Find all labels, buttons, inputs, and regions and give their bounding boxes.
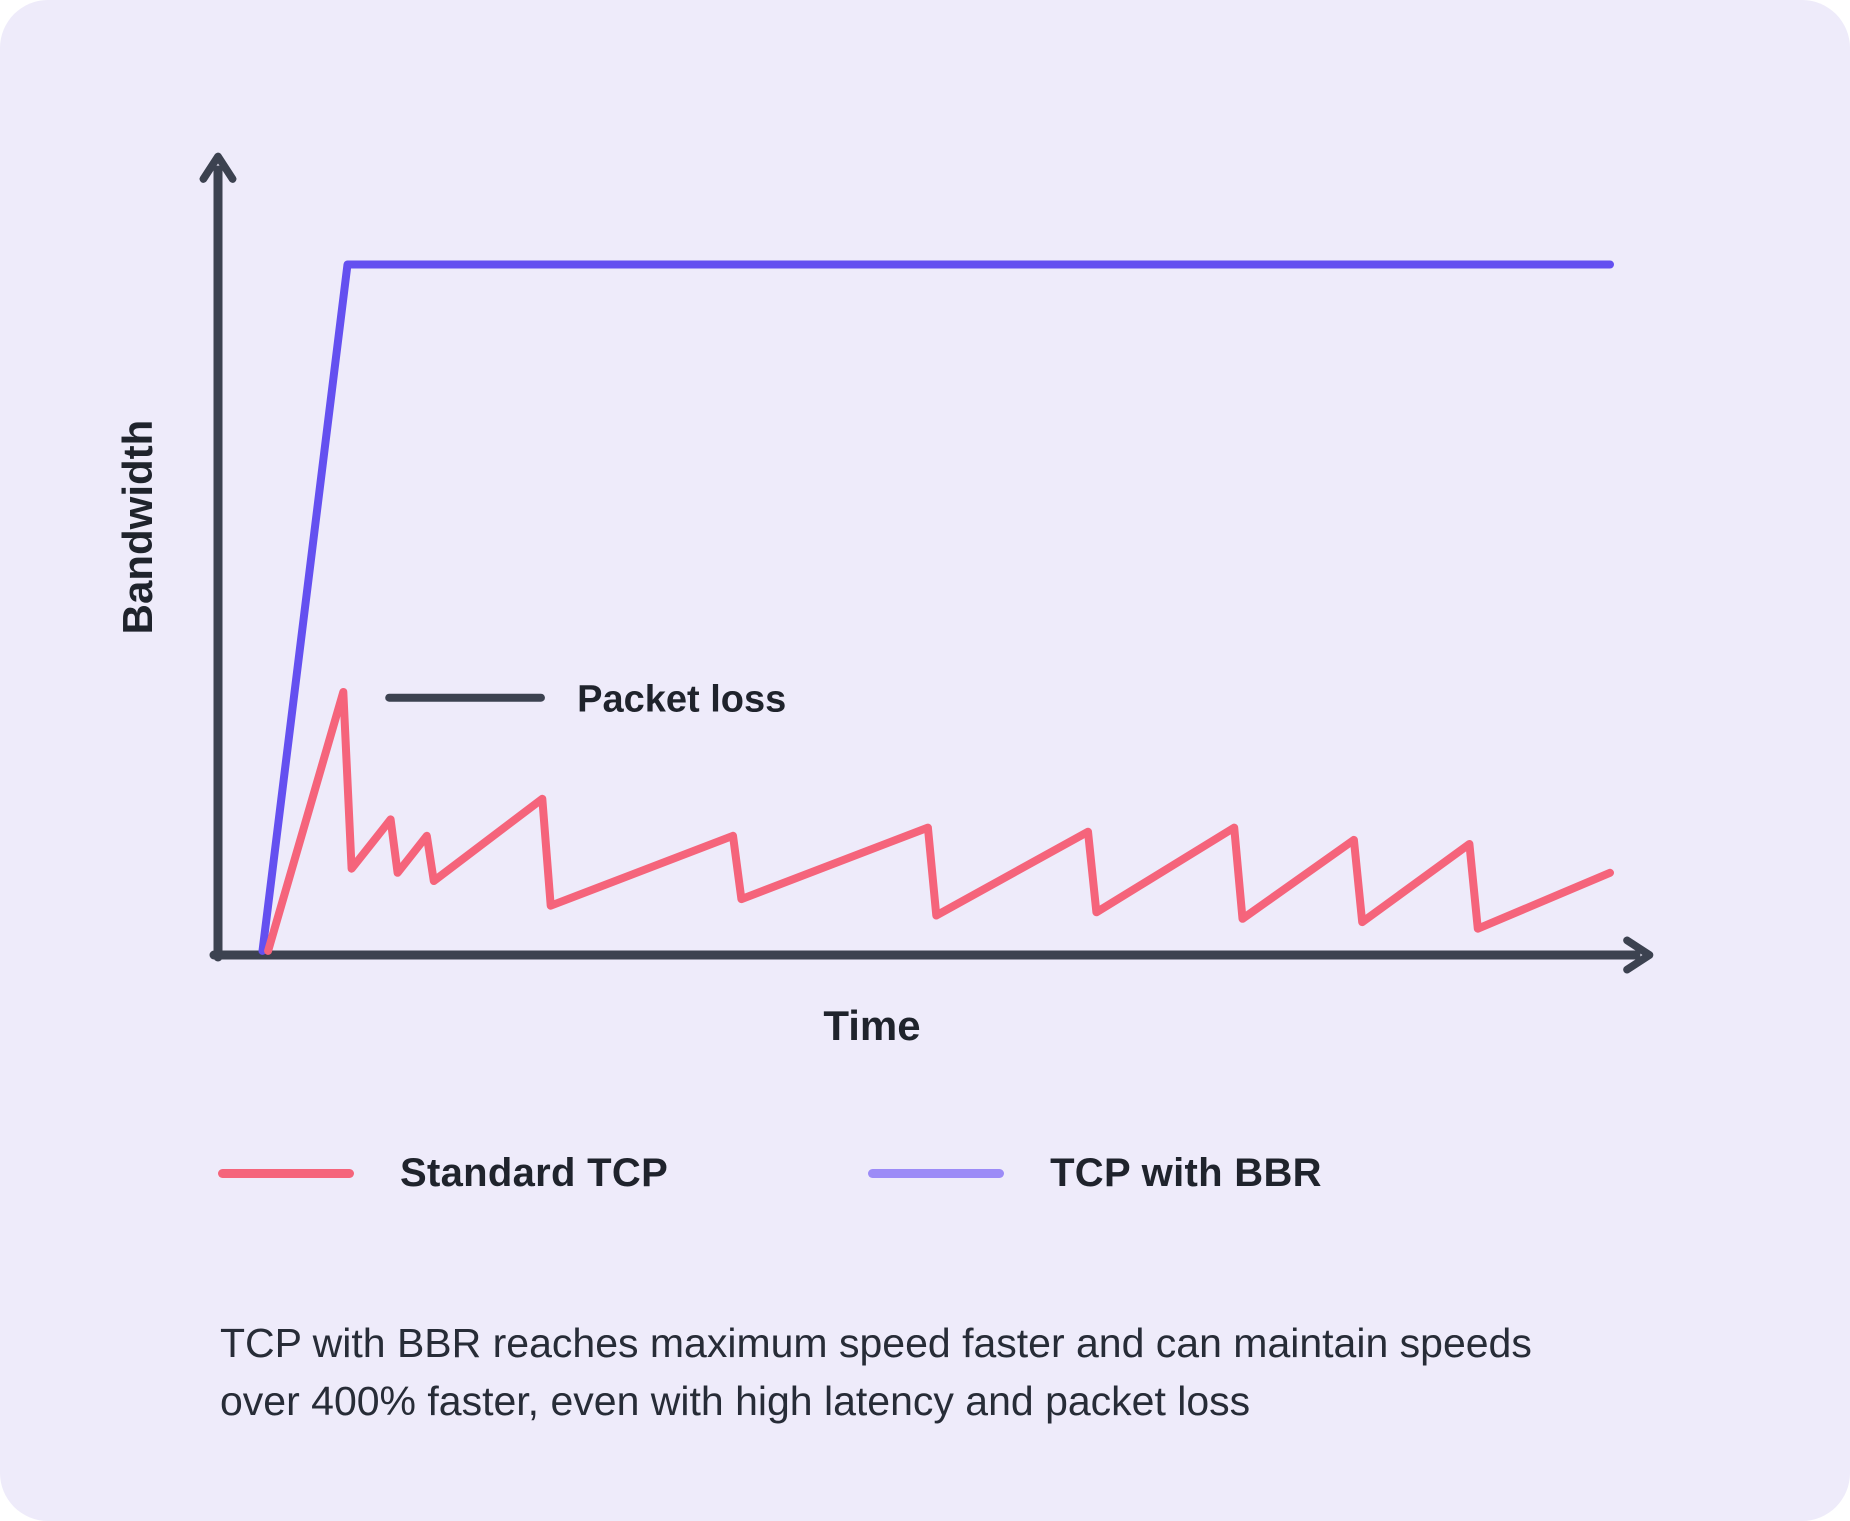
chart-legend: Standard TCP TCP with BBR (0, 1151, 1850, 1196)
caption-text: TCP with BBR reaches maximum speed faste… (220, 1320, 1532, 1425)
packet-loss-annotation: Packet loss (385, 679, 786, 721)
tcp-with-bbr-swatch (868, 1169, 1005, 1178)
y-axis-title: Bandwidth (114, 420, 161, 635)
series-standard-tcp (264, 688, 1614, 955)
standard-tcp-label: Standard TCP (400, 1151, 669, 1195)
series-group (258, 260, 1614, 955)
standard-tcp-swatch (218, 1169, 354, 1178)
legend-item-standard-tcp: Standard TCP (218, 1151, 668, 1196)
x-axis-title: Time (823, 1002, 920, 1049)
packet-loss-label: Packet loss (577, 679, 786, 721)
series-tcp-with-bbr (258, 260, 1614, 955)
chart-canvas: Packet loss Bandwidth Time (114, 152, 1654, 1049)
tcp-with-bbr-label: TCP with BBR (1050, 1151, 1322, 1195)
legend-item-tcp-with-bbr: TCP with BBR (868, 1151, 1322, 1196)
